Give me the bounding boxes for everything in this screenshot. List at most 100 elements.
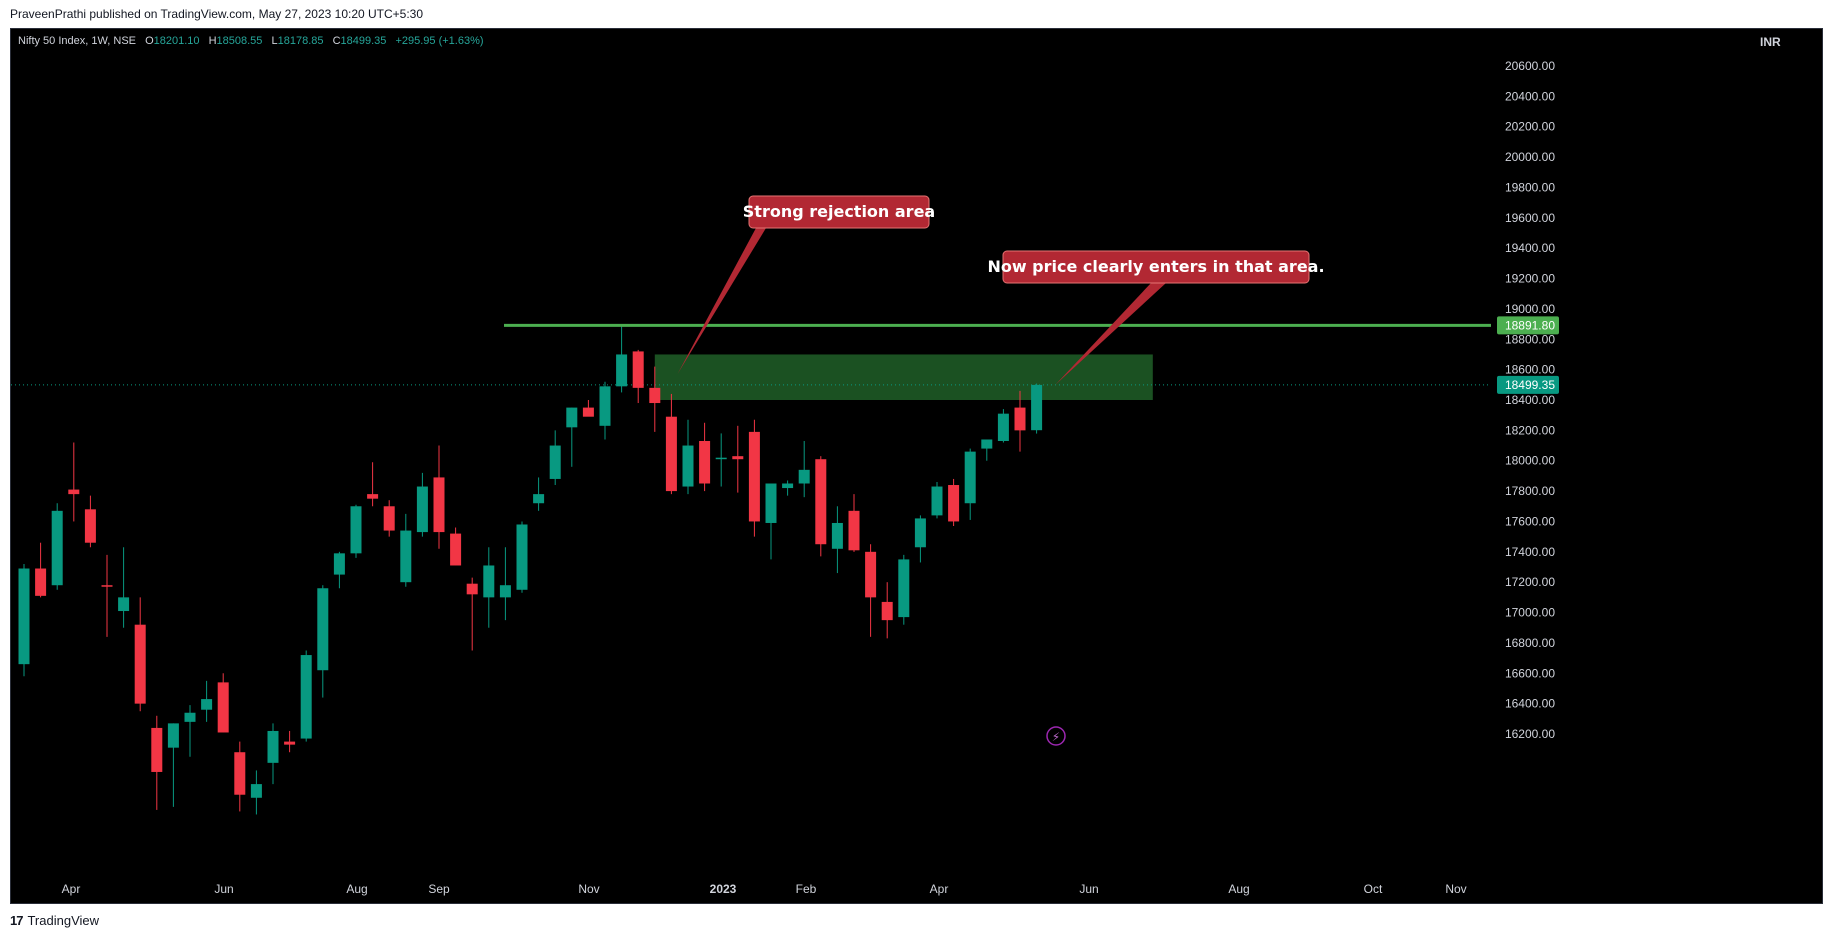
y-tick-label: 17200.00 xyxy=(1505,575,1555,589)
x-tick-label: Oct xyxy=(1364,882,1383,896)
candle-body[interactable] xyxy=(433,477,445,533)
candle-body[interactable] xyxy=(865,551,877,598)
y-tick-label: 19800.00 xyxy=(1505,180,1555,194)
y-tick-label: 19600.00 xyxy=(1505,211,1555,225)
y-tick-label: 18400.00 xyxy=(1505,393,1555,407)
candle-body[interactable] xyxy=(881,601,893,621)
high-label: H xyxy=(208,35,217,47)
y-tick-label: 19200.00 xyxy=(1505,272,1555,286)
candle-body[interactable] xyxy=(400,530,412,583)
candle-body[interactable] xyxy=(931,486,943,516)
candlestick-chart[interactable]: 20600.00 20400.00 20200.00 20000.00 19800.00… xyxy=(11,29,1824,905)
candle-body[interactable] xyxy=(350,506,362,554)
candle-body[interactable] xyxy=(715,457,727,460)
candle-body[interactable] xyxy=(748,431,760,522)
lightning-glyph: ⚡ xyxy=(1052,730,1060,744)
published-caption: PraveenPrathi published on TradingView.c… xyxy=(10,7,424,21)
candle-body[interactable] xyxy=(831,522,843,549)
candle-body[interactable] xyxy=(317,588,329,671)
candle-body[interactable] xyxy=(599,386,611,426)
candle-body[interactable] xyxy=(267,730,279,763)
candle-body[interactable] xyxy=(914,518,926,548)
x-tick-label: Aug xyxy=(346,882,367,896)
candle-body[interactable] xyxy=(566,407,578,428)
candle-body[interactable] xyxy=(948,485,960,522)
y-tick-label: 20200.00 xyxy=(1505,120,1555,134)
candle-body[interactable] xyxy=(101,585,113,587)
resistance-price-label-bg xyxy=(1497,316,1559,335)
chart-area[interactable]: 20600.00 20400.00 20200.00 20000.00 19800.00… xyxy=(10,28,1823,904)
candle-body[interactable] xyxy=(964,451,976,504)
currency-label[interactable]: INR xyxy=(1760,35,1781,49)
candle-body[interactable] xyxy=(134,624,146,704)
candle-body[interactable] xyxy=(68,489,80,495)
candle-body[interactable] xyxy=(234,752,246,795)
change-value: +295.95 (+1.63%) xyxy=(395,35,484,47)
y-tick-label: 20400.00 xyxy=(1505,89,1555,103)
candle-body[interactable] xyxy=(798,469,810,484)
candle-body[interactable] xyxy=(1031,384,1043,431)
candle-body[interactable] xyxy=(18,568,30,665)
candle-body[interactable] xyxy=(549,445,561,479)
candle-body[interactable] xyxy=(732,456,744,460)
callout-pointer xyxy=(677,228,766,375)
candle-body[interactable] xyxy=(665,416,677,492)
candle-body[interactable] xyxy=(151,727,163,772)
low-label: L xyxy=(271,35,278,47)
candle-body[interactable] xyxy=(367,494,379,499)
tv-logo-icon: 17 xyxy=(10,913,24,928)
candle-body[interactable] xyxy=(118,597,130,612)
close-label: C xyxy=(332,35,341,47)
candle-body[interactable] xyxy=(167,723,179,748)
candle-body[interactable] xyxy=(184,712,196,722)
candle-body[interactable] xyxy=(699,440,711,484)
candle-body[interactable] xyxy=(898,559,910,618)
x-tick-label: Sep xyxy=(428,882,450,896)
candle-body[interactable] xyxy=(284,741,296,745)
last-price-label: 18499.35 xyxy=(1505,378,1555,392)
callout-text: Now price clearly enters in that area. xyxy=(987,257,1324,276)
candle-body[interactable] xyxy=(765,483,777,523)
close-value: 18499.35 xyxy=(340,35,387,47)
candle-body[interactable] xyxy=(682,445,694,487)
candle-body[interactable] xyxy=(383,506,395,531)
candle-body[interactable] xyxy=(483,565,495,598)
candle-body[interactable] xyxy=(533,494,545,504)
candle-body[interactable] xyxy=(35,568,47,596)
candle-body[interactable] xyxy=(981,439,993,449)
candle-body[interactable] xyxy=(51,510,63,586)
candle-body[interactable] xyxy=(300,655,312,739)
candle-body[interactable] xyxy=(450,533,462,566)
candle-body[interactable] xyxy=(782,483,794,489)
candle-body[interactable] xyxy=(582,407,594,417)
candle-body[interactable] xyxy=(466,583,478,595)
candle-body[interactable] xyxy=(201,699,213,710)
candle-body[interactable] xyxy=(1014,407,1026,431)
y-tick-label: 16600.00 xyxy=(1505,666,1555,680)
candle-body[interactable] xyxy=(84,509,96,543)
last-price-label-bg xyxy=(1497,375,1559,394)
candle-body[interactable] xyxy=(499,585,511,598)
candle-body[interactable] xyxy=(632,351,644,388)
candle-body[interactable] xyxy=(815,459,827,545)
low-value: 18178.85 xyxy=(277,35,324,47)
symbol-label[interactable]: Nifty 50 Index, 1W, NSE xyxy=(18,35,136,47)
x-tick-label: Jun xyxy=(214,882,233,896)
candle-body[interactable] xyxy=(616,354,628,387)
candle-body[interactable] xyxy=(997,413,1009,441)
y-tick-label: 17600.00 xyxy=(1505,514,1555,528)
candle-body[interactable] xyxy=(333,553,345,575)
x-tick-label: 2023 xyxy=(710,882,737,896)
y-tick-label: 18000.00 xyxy=(1505,454,1555,468)
candle-body[interactable] xyxy=(649,387,661,404)
candle-body[interactable] xyxy=(848,510,860,551)
candle-body[interactable] xyxy=(217,682,229,733)
candle-body[interactable] xyxy=(416,486,428,533)
high-value: 18508.55 xyxy=(216,35,263,47)
candle-body[interactable] xyxy=(516,524,528,590)
brand-name: TradingView xyxy=(27,913,100,928)
x-tick-label: Feb xyxy=(796,882,817,896)
candle-body[interactable] xyxy=(250,784,262,798)
resistance-price-label: 18891.80 xyxy=(1505,318,1555,332)
footer-brand[interactable]: 17 TradingView xyxy=(10,913,99,928)
